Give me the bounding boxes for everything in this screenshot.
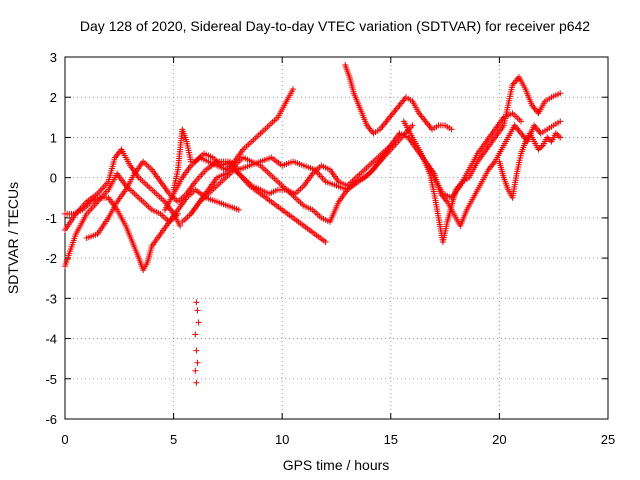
series-outlier-cluster xyxy=(192,299,202,386)
x-tick-label: 20 xyxy=(492,432,506,447)
y-tick-label: -2 xyxy=(45,251,57,266)
data-point xyxy=(194,359,201,366)
data-point xyxy=(322,239,329,246)
y-tick-label: 3 xyxy=(50,50,57,65)
series-track-9 xyxy=(342,62,455,137)
data-point-dense xyxy=(554,131,561,138)
series-track-12 xyxy=(496,130,564,201)
tick-layer: 0 5 10 15 20 25 -6 -5 -4 -3 -2 -1 0 1 2 3 xyxy=(45,50,615,447)
data-point xyxy=(193,379,200,386)
data-point xyxy=(177,222,184,229)
y-tick-label: -6 xyxy=(45,412,57,427)
data-point xyxy=(557,90,564,97)
y-tick-label: -5 xyxy=(45,372,57,387)
chart-title: Day 128 of 2020, Sidereal Day-to-day VTE… xyxy=(80,18,590,34)
data-point xyxy=(290,86,297,93)
y-tick-label: 0 xyxy=(50,171,57,186)
data-point xyxy=(409,122,416,129)
plot-frame xyxy=(64,56,609,420)
series-track-8 xyxy=(179,142,394,225)
data-point xyxy=(544,134,551,141)
data-point xyxy=(387,142,394,149)
data-point-dense xyxy=(545,135,552,142)
series-track-5 xyxy=(161,86,297,213)
x-tick-label: 10 xyxy=(275,432,289,447)
x-axis-label: GPS time / hours xyxy=(283,457,390,473)
data-point xyxy=(557,118,564,125)
data-point xyxy=(195,319,202,326)
y-tick-label: -1 xyxy=(45,211,57,226)
points-layer xyxy=(62,62,564,386)
data-point xyxy=(192,367,199,374)
data-point xyxy=(235,206,242,213)
data-point xyxy=(552,130,559,137)
data-point xyxy=(194,307,201,314)
data-point-dense xyxy=(547,137,554,144)
series-track-10 xyxy=(400,74,564,246)
data-point xyxy=(518,118,525,125)
x-tick-label: 5 xyxy=(170,432,177,447)
grid-layer xyxy=(65,57,608,419)
x-tick-label: 0 xyxy=(61,432,68,447)
data-point xyxy=(193,299,200,306)
data-point-dense xyxy=(555,133,562,140)
data-point xyxy=(535,146,542,153)
x-tick-label: 15 xyxy=(384,432,398,447)
data-point xyxy=(192,331,199,338)
data-point xyxy=(557,134,564,141)
series-track-4 xyxy=(83,158,329,246)
y-tick-label: 2 xyxy=(50,90,57,105)
y-tick-label: -4 xyxy=(45,332,57,347)
series-track-2 xyxy=(62,146,184,233)
data-point-dense xyxy=(538,143,545,150)
x-tick-label: 25 xyxy=(601,432,615,447)
series-track-11 xyxy=(422,118,564,229)
y-tick-label: 1 xyxy=(50,130,57,145)
data-point-dense xyxy=(536,145,543,152)
y-axis-label: SDTVAR / TECUs xyxy=(5,182,21,294)
data-point xyxy=(174,210,181,217)
data-point xyxy=(193,347,200,354)
y-tick-label: -3 xyxy=(45,291,57,306)
data-point xyxy=(448,126,455,133)
